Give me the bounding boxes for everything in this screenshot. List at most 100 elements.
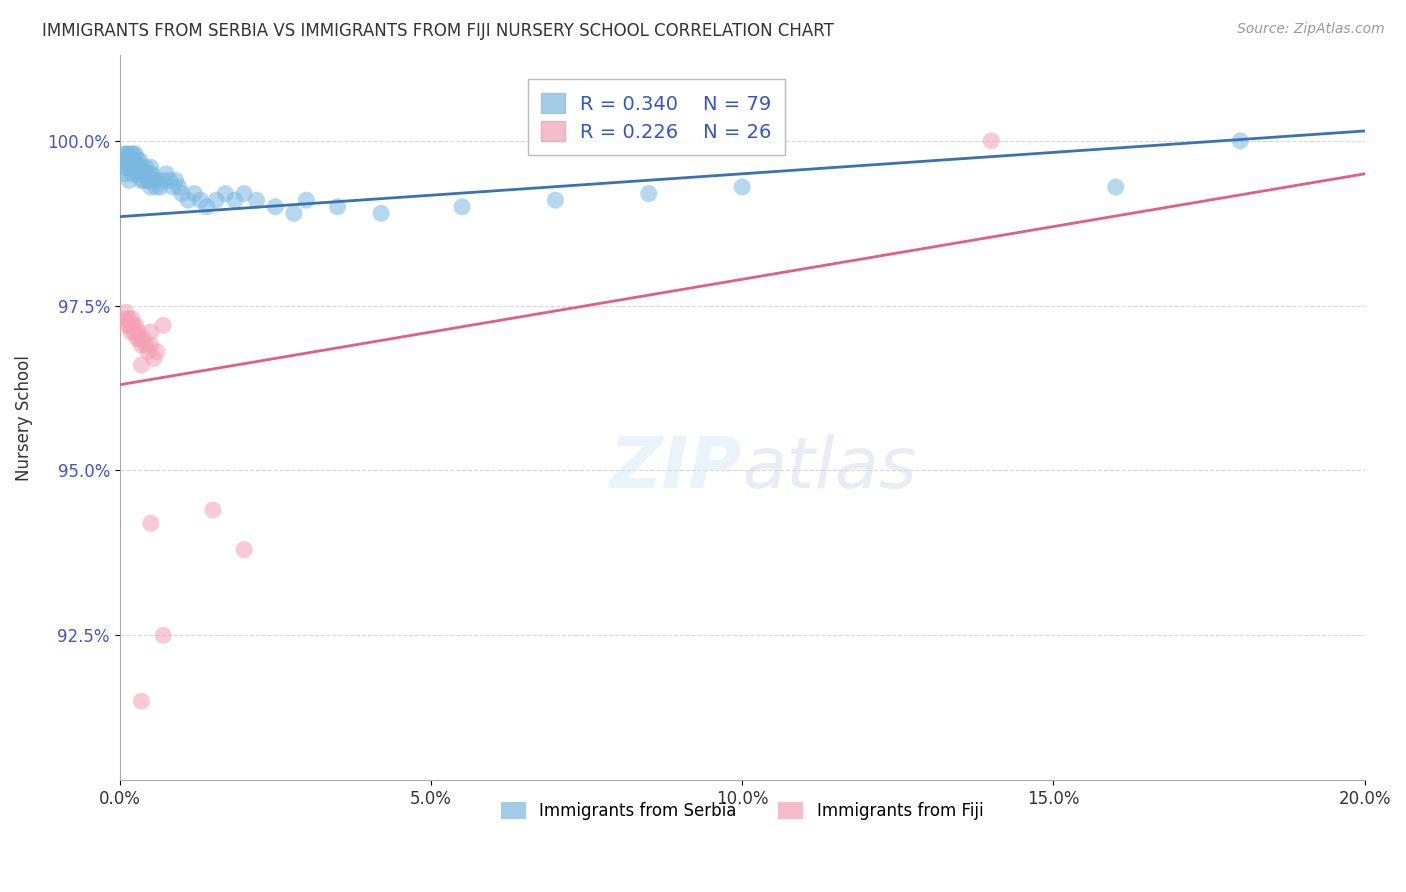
Point — [142, 351, 165, 366]
Point — [157, 173, 180, 187]
Point — [245, 193, 267, 207]
Text: atlas: atlas — [742, 434, 917, 503]
Point — [177, 193, 200, 207]
Point — [637, 186, 659, 201]
Point — [125, 332, 148, 346]
Point — [139, 325, 162, 339]
Point — [134, 167, 156, 181]
Point — [124, 325, 146, 339]
Point — [111, 153, 134, 168]
Point — [152, 173, 174, 187]
Point — [117, 311, 139, 326]
Point — [114, 147, 136, 161]
Point — [112, 147, 135, 161]
Point — [120, 153, 142, 168]
Point — [136, 167, 159, 181]
Point — [233, 186, 256, 201]
Point — [183, 186, 205, 201]
Point — [170, 186, 193, 201]
Point — [135, 338, 157, 352]
Point — [122, 147, 145, 161]
Y-axis label: Nursery School: Nursery School — [15, 355, 32, 481]
Text: ZIP: ZIP — [610, 434, 742, 503]
Text: IMMIGRANTS FROM SERBIA VS IMMIGRANTS FROM FIJI NURSERY SCHOOL CORRELATION CHART: IMMIGRANTS FROM SERBIA VS IMMIGRANTS FRO… — [42, 22, 834, 40]
Point — [128, 332, 150, 346]
Point — [118, 153, 141, 168]
Point — [134, 167, 156, 181]
Point — [118, 160, 141, 174]
Point — [149, 180, 172, 194]
Point — [370, 206, 392, 220]
Point — [114, 311, 136, 326]
Point — [114, 167, 136, 181]
Point — [980, 134, 1002, 148]
Point — [125, 160, 148, 174]
Point — [131, 160, 153, 174]
Point — [125, 318, 148, 333]
Point — [165, 173, 187, 187]
Point — [118, 318, 141, 333]
Point — [125, 160, 148, 174]
Point — [139, 516, 162, 531]
Point — [114, 153, 136, 168]
Point — [731, 180, 754, 194]
Point — [121, 311, 143, 326]
Point — [152, 628, 174, 642]
Point — [128, 167, 150, 181]
Point — [120, 147, 142, 161]
Point — [201, 503, 224, 517]
Point — [125, 167, 148, 181]
Point — [128, 160, 150, 174]
Point — [117, 147, 139, 161]
Point — [233, 542, 256, 557]
Point — [139, 180, 162, 194]
Point — [121, 160, 143, 174]
Text: Source: ZipAtlas.com: Source: ZipAtlas.com — [1237, 22, 1385, 37]
Point — [142, 173, 165, 187]
Point — [131, 338, 153, 352]
Point — [135, 160, 157, 174]
Point — [1229, 134, 1251, 148]
Point — [205, 193, 228, 207]
Point — [121, 167, 143, 181]
Point — [114, 305, 136, 319]
Point — [131, 358, 153, 372]
Point — [115, 153, 138, 168]
Point — [127, 153, 149, 168]
Point — [451, 200, 474, 214]
Point — [224, 193, 246, 207]
Point — [122, 318, 145, 333]
Point — [138, 167, 160, 181]
Point — [139, 338, 162, 352]
Point — [214, 186, 236, 201]
Point — [136, 344, 159, 359]
Point — [295, 193, 318, 207]
Point — [155, 167, 177, 181]
Point — [124, 153, 146, 168]
Point — [131, 167, 153, 181]
Point — [152, 318, 174, 333]
Point — [127, 325, 149, 339]
Point — [326, 200, 349, 214]
Point — [544, 193, 567, 207]
Point — [132, 332, 155, 346]
Point — [142, 173, 165, 187]
Point — [124, 147, 146, 161]
Legend: Immigrants from Serbia, Immigrants from Fiji: Immigrants from Serbia, Immigrants from … — [495, 795, 990, 826]
Point — [136, 173, 159, 187]
Point — [283, 206, 305, 220]
Point — [139, 160, 162, 174]
Point — [127, 160, 149, 174]
Point — [167, 180, 190, 194]
Point — [114, 160, 136, 174]
Point — [145, 180, 167, 194]
Point — [190, 193, 212, 207]
Point — [136, 173, 159, 187]
Point — [195, 200, 218, 214]
Point — [1105, 180, 1128, 194]
Point — [120, 153, 142, 168]
Point — [132, 173, 155, 187]
Point — [141, 167, 163, 181]
Point — [146, 173, 169, 187]
Point — [118, 173, 141, 187]
